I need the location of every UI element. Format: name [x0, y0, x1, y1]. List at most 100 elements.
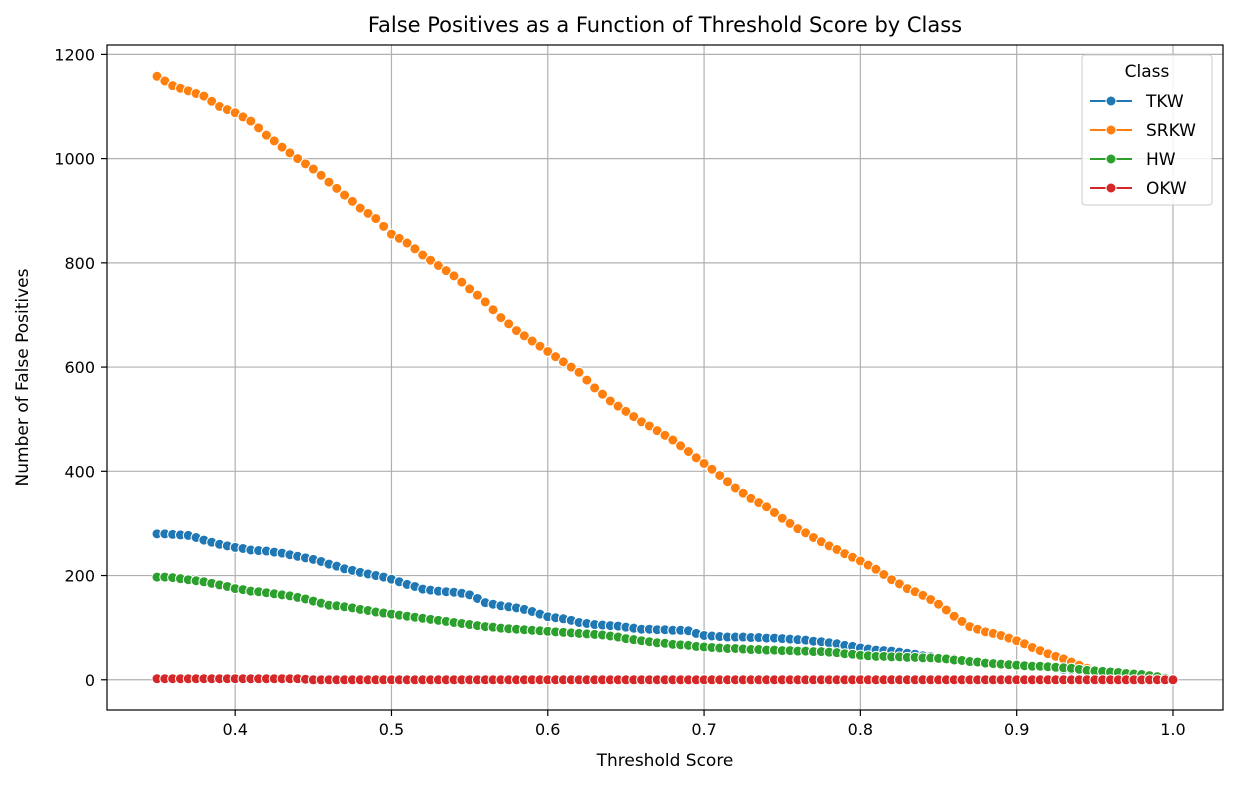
data-point-srkw [956, 615, 968, 627]
legend-swatch-marker-srkw [1105, 124, 1117, 136]
data-point-srkw [307, 163, 319, 175]
data-point-srkw [714, 469, 726, 481]
data-point-srkw [401, 237, 413, 249]
data-point-srkw [362, 207, 374, 219]
data-point-srkw [331, 182, 343, 194]
x-axis-label: Threshold Score [596, 751, 734, 771]
data-point-srkw [581, 374, 593, 386]
plot-series [151, 70, 1179, 686]
data-point-srkw [612, 400, 624, 412]
data-point-srkw [284, 147, 296, 159]
data-point-srkw [487, 304, 499, 316]
data-point-srkw [675, 440, 687, 452]
data-point-srkw [206, 95, 218, 107]
data-point-srkw [589, 382, 601, 394]
data-point-srkw [511, 325, 523, 337]
data-point-srkw [534, 340, 546, 352]
data-point-srkw [253, 122, 265, 134]
data-point-srkw [370, 213, 382, 225]
legend-label-tkw: TKW [1145, 92, 1184, 112]
data-point-srkw [354, 202, 366, 214]
data-point-srkw [620, 405, 632, 417]
data-point-srkw [667, 434, 679, 446]
data-point-srkw [479, 296, 491, 308]
legend-label-srkw: SRKW [1146, 121, 1196, 141]
data-point-srkw [456, 276, 468, 288]
data-point-srkw [315, 169, 327, 181]
legend-title: Class [1125, 62, 1170, 82]
data-point-srkw [503, 318, 515, 330]
y-tick-label: 400 [64, 462, 95, 481]
data-point-srkw [761, 501, 773, 513]
y-tick-label: 200 [64, 567, 95, 586]
y-tick-label: 0 [85, 671, 95, 690]
data-point-srkw [448, 270, 460, 282]
x-tick-label: 0.8 [848, 720, 873, 739]
data-point-srkw [722, 476, 734, 488]
legend: Class TKW SRKW HW OKW [1081, 54, 1213, 206]
x-tick-label: 0.4 [222, 720, 247, 739]
data-point-srkw [706, 463, 718, 475]
data-point-srkw [471, 289, 483, 301]
data-point-srkw [464, 283, 476, 295]
x-tick-label: 0.6 [535, 720, 560, 739]
legend-swatch-marker-hw [1105, 153, 1117, 165]
data-point-srkw [198, 90, 210, 102]
y-tick-label: 1000 [54, 150, 95, 169]
data-point-srkw [784, 517, 796, 529]
x-tick-label: 0.5 [379, 720, 404, 739]
data-point-srkw [432, 259, 444, 271]
data-point-srkw [557, 356, 569, 368]
data-point-srkw [526, 335, 538, 347]
data-point-srkw [690, 452, 702, 464]
legend-entries: TKW SRKW HW OKW [1090, 92, 1196, 199]
x-tick-label: 0.9 [1004, 720, 1029, 739]
data-point-srkw [268, 135, 280, 147]
data-point-srkw [245, 115, 257, 127]
y-tick-label: 800 [64, 254, 95, 273]
x-tick-label: 0.7 [691, 720, 716, 739]
data-point-srkw [737, 487, 749, 499]
ticks: 0.4 0.5 0.6 0.7 0.8 0.9 1.0 0 200 400 600 800 1000 12… [54, 45, 1185, 739]
data-point-srkw [542, 345, 554, 357]
data-point-srkw [698, 457, 710, 469]
legend-box [1081, 54, 1213, 206]
data-point-srkw [628, 411, 640, 423]
legend-label-okw: OKW [1146, 179, 1187, 199]
legend-swatch-marker-tkw [1105, 95, 1117, 107]
data-point-srkw [776, 512, 788, 524]
y-tick-label: 600 [64, 358, 95, 377]
data-point-okw [1167, 674, 1179, 686]
data-point-srkw [940, 604, 952, 616]
data-point-srkw [518, 330, 530, 342]
series-srkw [151, 70, 1179, 686]
data-point-srkw [323, 176, 335, 188]
data-point-srkw [573, 366, 585, 378]
data-point-srkw [878, 569, 890, 580]
data-point-srkw [682, 446, 694, 457]
data-point-srkw [339, 189, 351, 201]
data-point-srkw [260, 129, 272, 141]
data-point-srkw [768, 506, 780, 518]
legend-label-hw: HW [1146, 150, 1176, 170]
data-point-srkw [933, 598, 945, 610]
legend-swatch-marker-okw [1105, 182, 1117, 194]
chart-title: False Positives as a Function of Thresho… [368, 13, 962, 37]
y-axis-label: Number of False Positives [13, 268, 33, 486]
data-point-srkw [495, 312, 507, 324]
data-point-srkw [276, 141, 288, 153]
data-point-srkw [604, 395, 616, 407]
data-point-srkw [300, 158, 311, 170]
data-point-srkw [417, 249, 429, 261]
y-tick-label: 1200 [54, 45, 95, 64]
data-point-srkw [948, 610, 960, 622]
data-point-srkw [870, 563, 882, 575]
data-point-srkw [409, 243, 421, 255]
plot-frame [106, 44, 1224, 711]
data-point-srkw [550, 351, 562, 363]
data-point-srkw [425, 254, 437, 266]
data-point-srkw [378, 220, 390, 232]
data-point-srkw [292, 153, 304, 165]
data-point-srkw [440, 265, 452, 277]
